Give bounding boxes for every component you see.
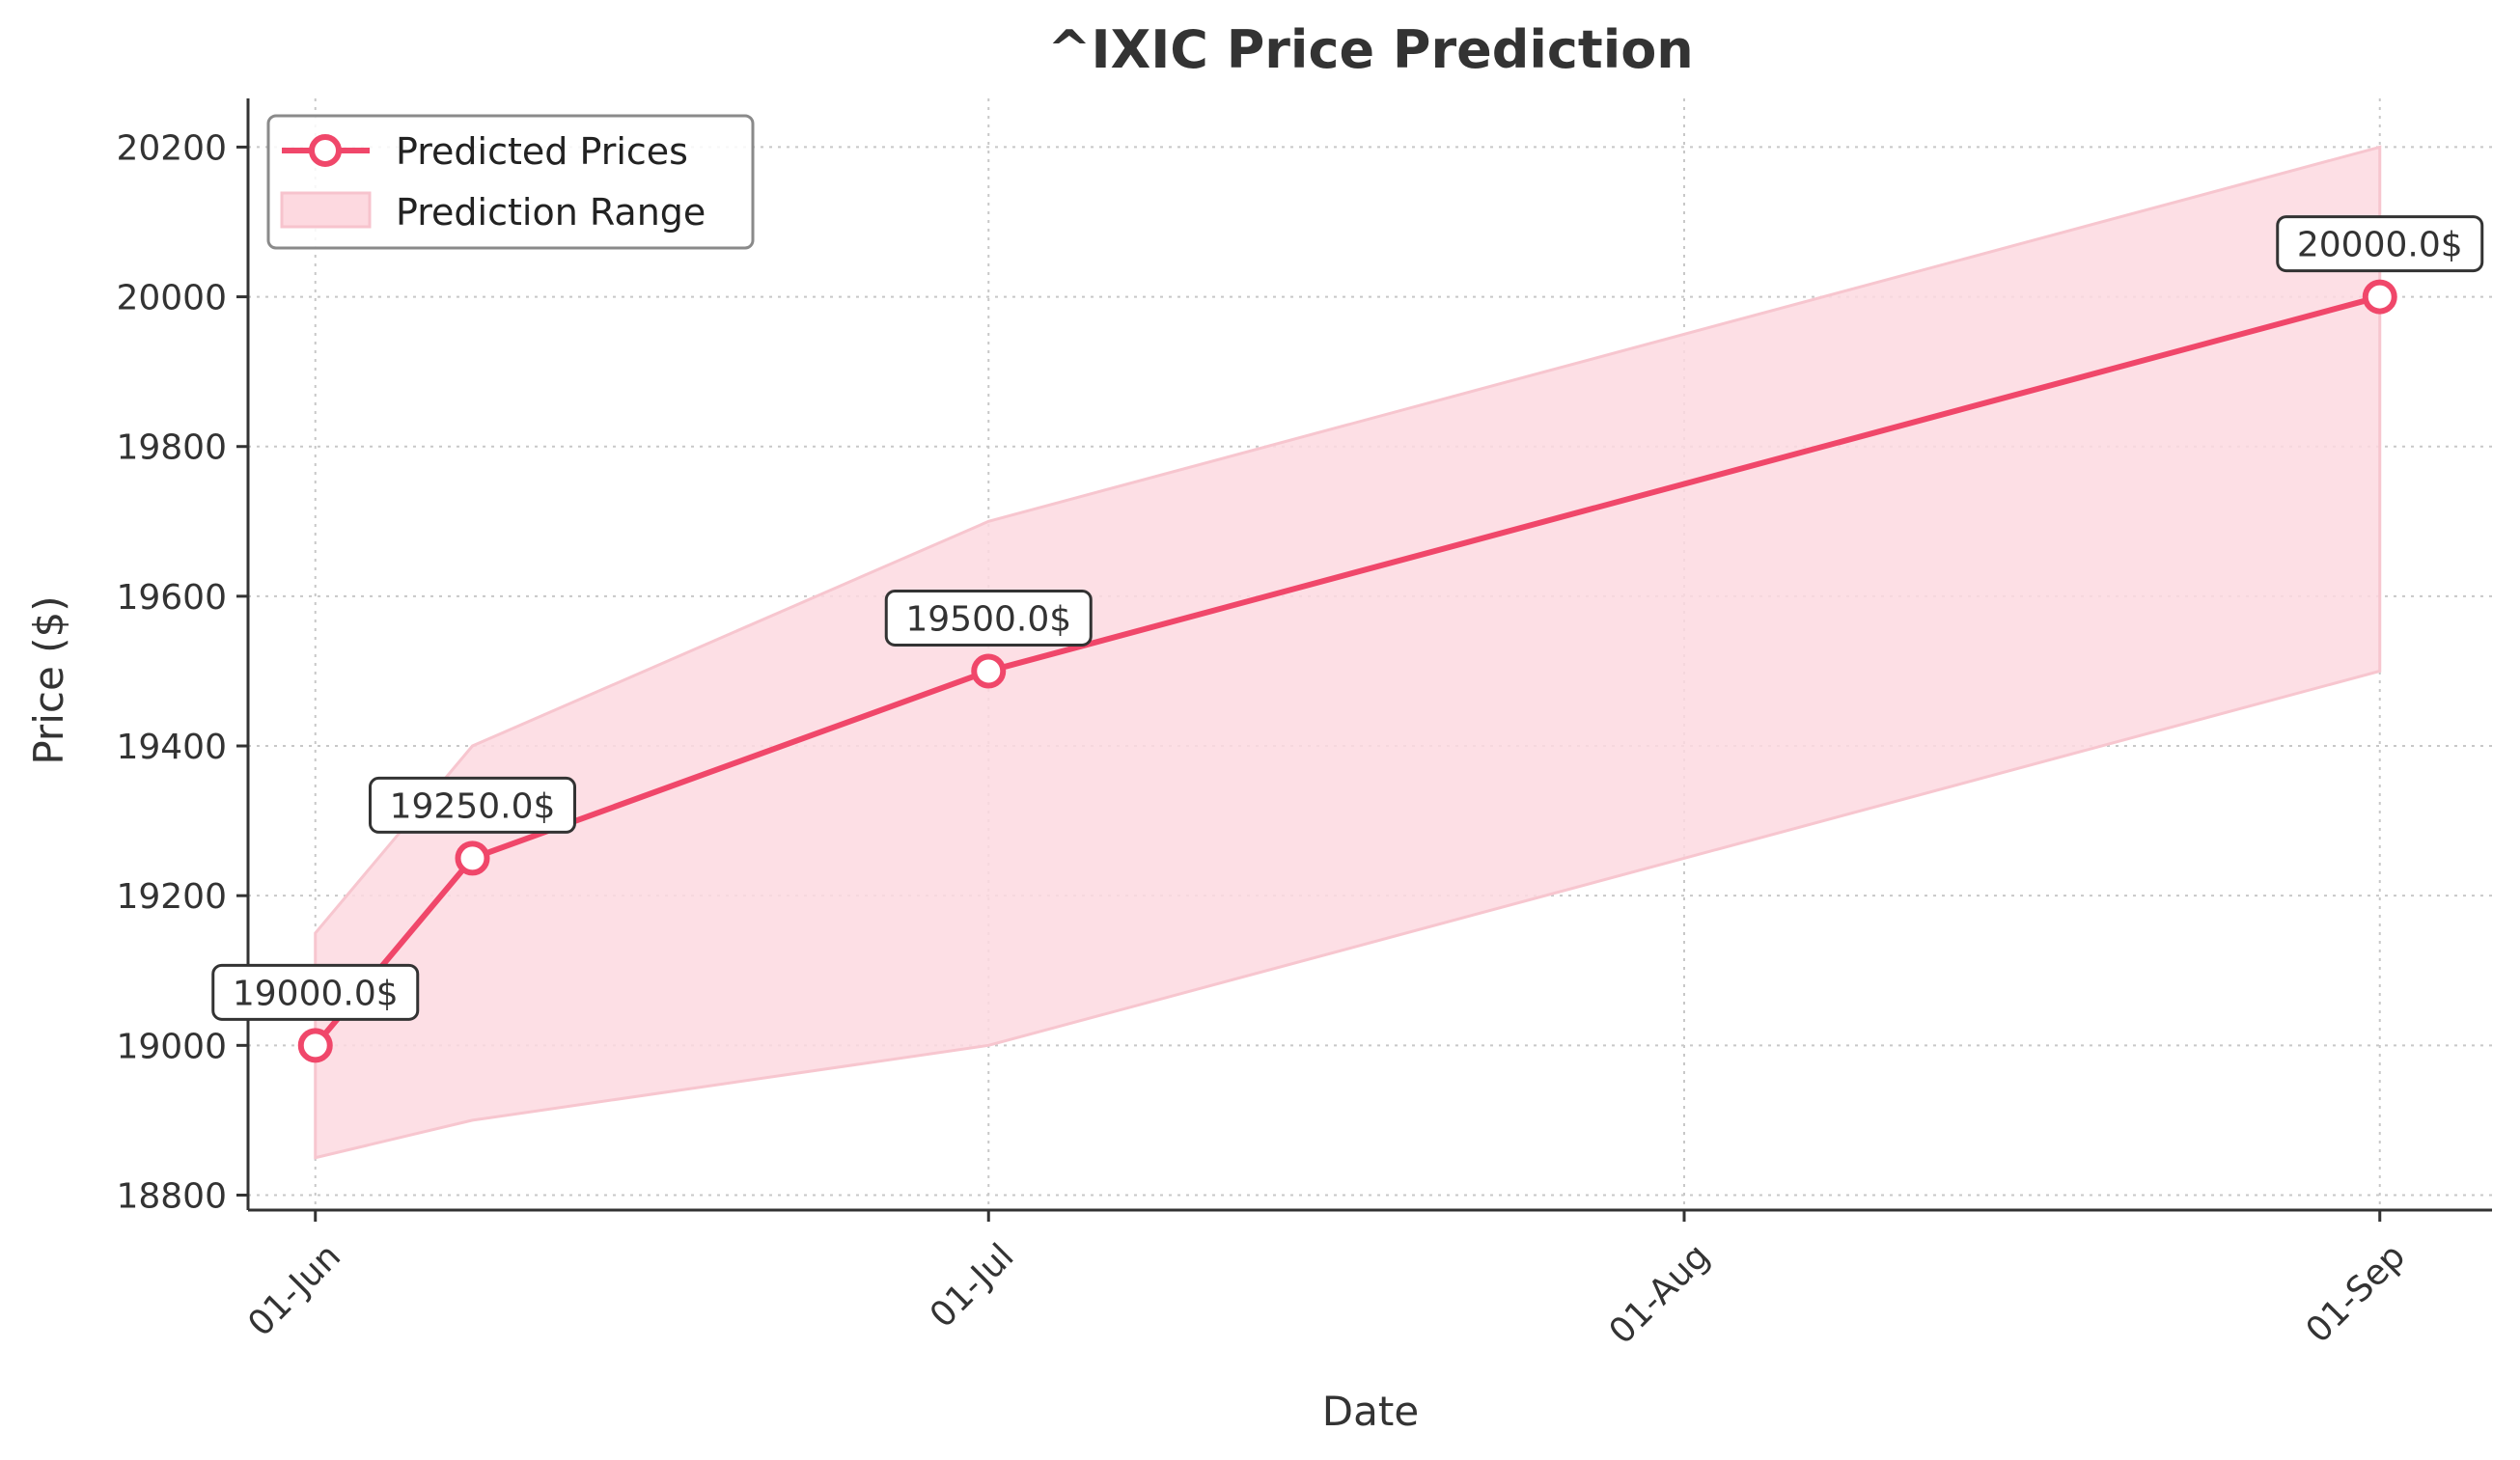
data-labels: 19000.0$ 19250.0$ 19500.0$ 20000.0$ [211,215,2484,1021]
chart-title: ^IXIC Price Prediction [1047,19,1694,80]
legend: Predicted Prices Prediction Range [266,114,755,250]
data-point-0 [297,1028,333,1063]
data-point-3 [2362,279,2397,315]
data-label-1: 19250.0$ [390,786,556,826]
data-label-3: 20000.0$ [2297,226,2463,265]
legend-label-predicted-prices: Predicted Prices [396,130,688,173]
y-tick-label-20000: 20000 [116,279,227,318]
legend-band-swatch [280,191,372,229]
y-tick-label-19800: 19800 [116,428,227,468]
prediction-range-band [314,145,2382,1160]
data-label-0: 19000.0$ [233,974,399,1013]
y-tick-label-19000: 19000 [116,1027,227,1066]
data-label-box-0 [211,963,420,1021]
predicted-prices-line [297,279,2397,1063]
predicted-prices-polyline [313,293,2381,1048]
y-axis-label: Price ($) [25,595,72,764]
y-tick-label-19400: 19400 [116,728,227,767]
y-tick-label-18800: 18800 [116,1176,227,1216]
data-label-2: 19500.0$ [905,599,1071,639]
data-label-box-1 [369,776,576,834]
legend-box [266,114,755,250]
x-axis-label: Date [1322,1388,1419,1435]
prediction-range-area [314,145,2382,1160]
data-point-2 [971,653,1007,689]
legend-label-prediction-range: Prediction Range [396,191,706,234]
data-label-box-3 [2276,215,2484,273]
legend-marker-swatch [309,134,342,167]
data-point-1 [455,840,490,876]
y-tick-label-19200: 19200 [116,877,227,917]
y-tick-label-19600: 19600 [116,578,227,618]
data-label-box-2 [884,589,1093,647]
y-tick-label-20200: 20200 [116,128,227,168]
